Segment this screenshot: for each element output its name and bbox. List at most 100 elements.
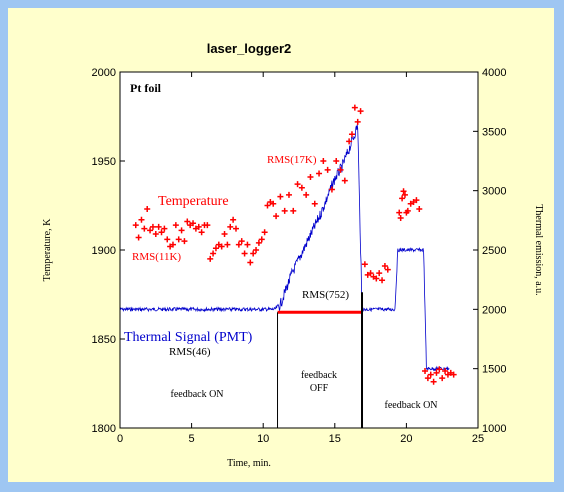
rms-46-label: RMS(46) — [169, 346, 211, 358]
temperature-point — [351, 104, 358, 111]
temperature-point — [232, 225, 239, 232]
temperature-point — [221, 230, 228, 237]
temperature-point — [333, 158, 340, 164]
temperature-point — [255, 239, 262, 246]
y2-tick-label: 2000 — [482, 304, 506, 316]
temperature-point — [316, 170, 323, 177]
temperature-point — [147, 227, 154, 234]
temperature-point — [141, 225, 148, 232]
temperature-point — [138, 216, 145, 223]
temperature-point — [178, 227, 185, 234]
temperature-point — [384, 266, 391, 273]
temperature-point — [404, 207, 411, 214]
temperature-point — [184, 218, 191, 225]
x-tick-label: 15 — [329, 433, 341, 445]
temperature-point — [161, 225, 168, 232]
temperature-point — [149, 223, 156, 230]
temperature-point — [413, 197, 420, 204]
temperature-point — [311, 200, 318, 207]
temperature-point — [303, 191, 310, 198]
temperature-point — [379, 277, 386, 284]
temperature-point — [244, 241, 251, 248]
temperature-point — [294, 181, 301, 188]
temperature-point — [224, 241, 231, 248]
temperature-point — [253, 247, 260, 253]
temperature-point — [337, 166, 344, 173]
rms-11k-label: RMS(11K) — [132, 251, 181, 263]
y-axis-label: Temperature, K — [42, 218, 53, 281]
feedback-on-label-1: feedback ON — [170, 389, 223, 400]
y2-tick-label: 1000 — [482, 423, 506, 435]
temperature-label: Temperature — [158, 194, 229, 209]
temperature-point — [367, 270, 374, 277]
y2-tick-label: 2500 — [482, 245, 506, 257]
y2-tick-label: 1500 — [482, 364, 506, 376]
x-axis-label: Time, min. — [227, 458, 271, 469]
temperature-point — [270, 200, 277, 207]
temperature-point — [416, 206, 423, 213]
temperature-point — [400, 188, 407, 195]
temperature-point — [396, 209, 403, 216]
temperature-point — [235, 241, 242, 248]
temperature-point — [442, 368, 449, 375]
y-tick-label: 1950 — [92, 156, 116, 168]
temperature-point — [427, 371, 434, 378]
temperature-point — [281, 207, 288, 214]
y2-tick-label: 3500 — [482, 126, 506, 138]
temperature-point — [181, 238, 188, 245]
chart-title: laser_logger2 — [207, 41, 292, 56]
temperature-point — [430, 378, 437, 385]
temperature-point — [450, 371, 457, 378]
temperature-point — [198, 229, 205, 236]
y-tick-label: 1800 — [92, 423, 116, 435]
temperature-point — [348, 131, 355, 138]
temperature-point — [172, 222, 179, 229]
temperature-point — [401, 191, 408, 198]
temperature-point — [247, 259, 254, 266]
x-tick-label: 10 — [257, 433, 269, 445]
temperature-point — [152, 230, 159, 237]
temperature-point — [277, 193, 284, 200]
y-tick-label: 2000 — [92, 67, 116, 79]
plot-area: 0 5 10 15 20 25 1800 1850 1900 1950 2000 1000 1500 20… — [92, 67, 507, 445]
x-tick-label: 20 — [400, 433, 412, 445]
temperature-point — [132, 222, 139, 229]
temperature-point — [261, 229, 268, 236]
temperature-point — [135, 234, 142, 241]
temperature-point — [328, 186, 335, 193]
temperature-point — [273, 213, 280, 220]
y2-tick-label: 4000 — [482, 67, 506, 79]
temperature-point — [250, 250, 257, 257]
temperature-point — [175, 236, 182, 243]
temperature-point — [158, 229, 165, 236]
y2-axis-label: Thermal emission, a.u. — [533, 204, 544, 295]
temperature-point — [207, 255, 214, 262]
panel-label: Pt foil — [130, 81, 162, 95]
temperature-point — [439, 375, 446, 382]
temperature-point — [230, 216, 237, 223]
temperature-point — [204, 222, 211, 229]
temperature-point — [218, 243, 225, 250]
temperature-point — [212, 245, 219, 252]
temperature-point — [285, 191, 292, 198]
temperature-point — [258, 236, 265, 243]
temperature-point — [264, 202, 271, 209]
temperature-point — [210, 250, 217, 257]
y-tick-label: 1900 — [92, 245, 116, 257]
x-tick-label: 0 — [117, 433, 123, 445]
temperature-point — [422, 368, 429, 375]
temperature-point — [376, 270, 383, 277]
x-tick-label: 5 — [189, 433, 195, 445]
temperature-point — [424, 375, 431, 382]
thermal-signal-line — [119, 124, 450, 372]
temperature-point — [190, 220, 197, 227]
temperature-point — [341, 177, 348, 184]
temperature-point — [357, 108, 364, 115]
y-tick-label: 1850 — [92, 334, 116, 346]
temperature-point — [169, 241, 176, 248]
temperature-point — [354, 118, 361, 125]
temperature-point — [397, 214, 404, 221]
feedback-on-label-2: feedback ON — [384, 400, 437, 411]
temperature-point — [241, 250, 248, 257]
x-tick-label: 25 — [472, 433, 484, 445]
